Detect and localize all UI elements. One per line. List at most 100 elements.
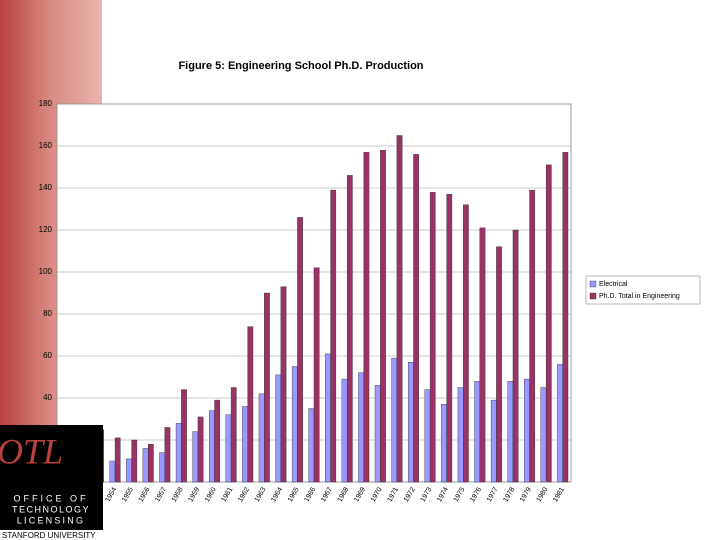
bar — [479, 227, 486, 483]
bar — [175, 423, 182, 483]
logo: OTL OFFICE OF TECHNOLOGY LICENSING STANF… — [0, 425, 103, 540]
bar — [391, 357, 398, 483]
x-tick-label: 1960 — [204, 486, 218, 503]
bar — [407, 362, 414, 483]
bar — [131, 439, 138, 483]
bar — [114, 437, 121, 483]
bar — [457, 387, 464, 483]
bar — [524, 378, 530, 483]
chart-title: Figure 5: Engineering School Ph.D. Produ… — [178, 60, 423, 72]
x-tick-label: 1962 — [237, 486, 251, 503]
x-tick-label: 1958 — [171, 486, 185, 503]
x-tick-label: 1980 — [536, 486, 550, 503]
bar — [557, 364, 563, 483]
bar — [441, 404, 447, 483]
x-tick-label: 1965 — [287, 486, 301, 503]
bar — [429, 191, 436, 483]
bar — [540, 387, 547, 483]
x-tick-label: 1957 — [154, 486, 168, 503]
logo-bg — [0, 425, 103, 530]
bar — [291, 366, 298, 483]
x-tick-label: 1954 — [105, 486, 119, 503]
bar — [192, 431, 199, 483]
bar — [363, 152, 370, 483]
chart: 0204060801001201401601801951195219531954… — [39, 99, 571, 503]
bar — [496, 246, 502, 483]
bar — [258, 393, 265, 483]
x-tick-label: 1977 — [486, 486, 500, 503]
legend-swatch — [589, 292, 597, 300]
bar — [159, 452, 165, 483]
bar — [341, 378, 348, 483]
bar — [242, 406, 248, 483]
legend-box — [585, 275, 701, 305]
bar — [247, 326, 254, 483]
bar — [474, 381, 481, 483]
bar — [308, 408, 315, 483]
x-tick-label: 1972 — [403, 486, 417, 503]
legend-label: Ph.D. Total in Engineering — [599, 293, 680, 300]
legend: Electrical Ph.D. Total in Engineering — [585, 275, 701, 305]
y-tick-label: 140 — [39, 183, 53, 192]
x-tick-label: 1970 — [370, 486, 384, 503]
logo-line: OFFICE OF — [14, 493, 89, 503]
bar — [374, 385, 381, 483]
bar — [446, 194, 453, 483]
x-tick-label: 1974 — [436, 486, 450, 503]
bar — [109, 460, 116, 483]
bar — [142, 448, 149, 483]
legend-label: Electrical — [599, 281, 628, 288]
x-tick-label: 1956 — [138, 486, 152, 503]
y-tick-label: 60 — [43, 351, 52, 360]
x-tick-label: 1961 — [221, 486, 235, 503]
x-tick-label: 1969 — [353, 486, 367, 503]
y-tick-label: 40 — [43, 393, 52, 402]
bar — [325, 353, 331, 483]
bar — [181, 389, 187, 483]
logo-line: LICENSING — [17, 515, 85, 525]
x-tick-label: 1979 — [519, 486, 533, 503]
x-tick-label: 1971 — [386, 486, 400, 503]
y-tick-label: 160 — [39, 141, 53, 150]
bar — [126, 458, 132, 483]
university: STANFORD UNIVERSITY — [2, 531, 96, 540]
x-tick-label: 1978 — [502, 486, 516, 503]
x-tick-label: 1981 — [552, 486, 566, 503]
bar — [164, 427, 171, 483]
bar — [297, 217, 303, 483]
x-tick-label: 1964 — [270, 486, 284, 503]
bar — [209, 410, 215, 483]
bar — [490, 399, 497, 483]
bar — [197, 416, 204, 483]
logo-line: TECHNOLOGY — [12, 504, 90, 514]
bar — [264, 292, 270, 483]
x-tick-label: 1966 — [303, 486, 317, 503]
bar — [562, 152, 569, 483]
logo-mark: OTL — [0, 431, 63, 471]
bar — [380, 149, 386, 483]
bar — [280, 286, 287, 483]
bar — [529, 189, 536, 483]
legend-swatch — [589, 280, 597, 288]
bar — [330, 189, 337, 483]
x-tick-label: 1975 — [453, 486, 467, 503]
bar — [275, 374, 282, 483]
x-tick-label: 1959 — [187, 486, 201, 503]
bar — [545, 164, 552, 483]
bar — [396, 135, 403, 483]
x-tick-label: 1963 — [254, 486, 268, 503]
bar — [463, 204, 469, 483]
x-tick-label: 1968 — [337, 486, 351, 503]
y-tick-label: 100 — [39, 267, 53, 276]
y-tick-label: 120 — [39, 225, 53, 234]
y-tick-label: 180 — [39, 99, 53, 108]
x-tick-label: 1973 — [420, 486, 434, 503]
x-tick-label: 1955 — [121, 486, 135, 503]
bar — [507, 381, 514, 483]
bar — [346, 175, 353, 483]
bar — [313, 267, 320, 483]
bar — [424, 389, 431, 483]
bar — [358, 372, 364, 483]
y-tick-label: 80 — [43, 309, 52, 318]
